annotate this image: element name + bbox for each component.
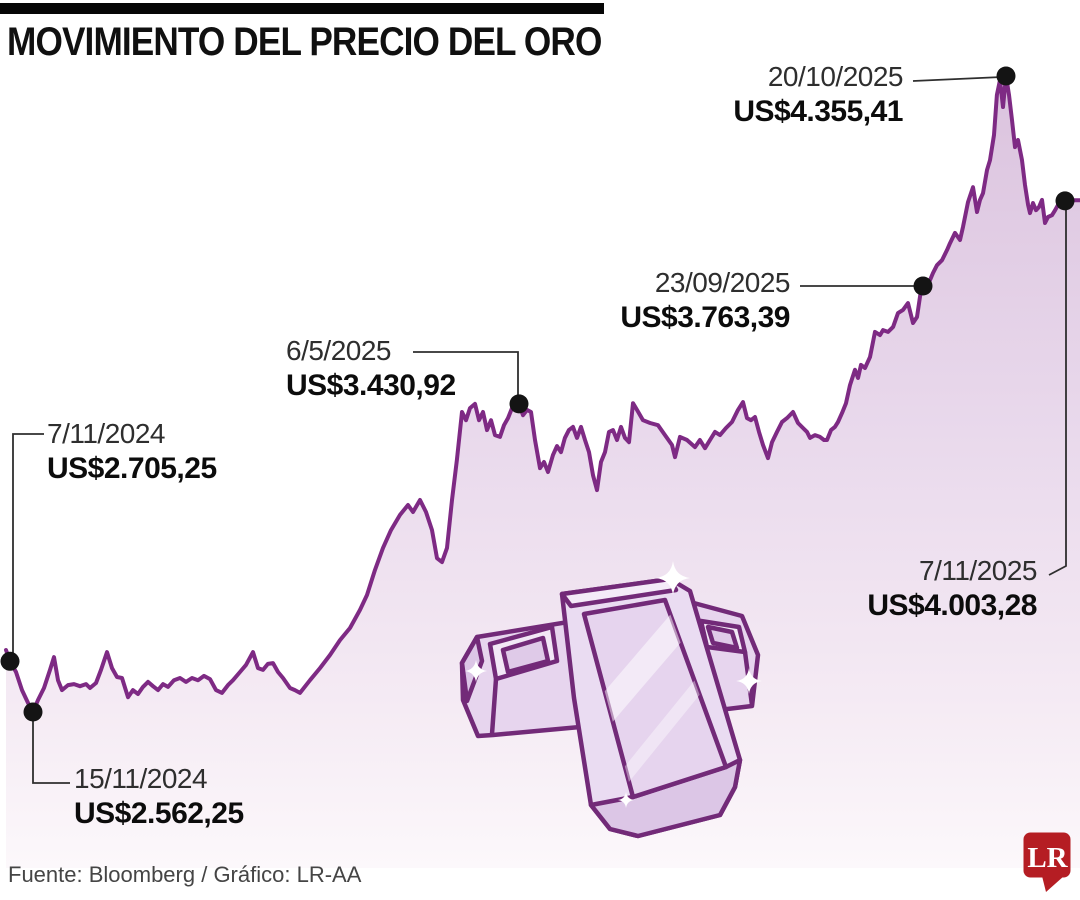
data-point-marker	[996, 66, 1016, 86]
lr-logo: LR	[1023, 832, 1071, 892]
sparkle-icons	[465, 561, 762, 808]
annotation-price: US$3.763,39	[620, 301, 790, 334]
annotation-20-10-2025: 20/10/2025 US$4.355,41	[650, 60, 903, 130]
sparkle-icon	[736, 668, 762, 694]
annotation-price: US$4.003,28	[867, 589, 1037, 622]
source-credit: Fuente: Bloomberg / Gráfico: LR-AA	[8, 862, 362, 887]
annotation-date: 6/5/2025	[286, 335, 391, 366]
data-point-marker	[0, 651, 20, 671]
annotation-date: 7/11/2024	[47, 418, 165, 449]
annotation-date: 7/11/2025	[919, 555, 1038, 586]
gold-bar-vertical-top	[559, 576, 679, 609]
data-point-marker	[509, 394, 529, 414]
annotation-23-09-2025: 23/09/2025 US$3.763,39	[560, 266, 790, 336]
annotation-date: 20/10/2025	[767, 61, 904, 92]
gold-bar-horizontal-window-right	[705, 624, 740, 651]
annotation-7-11-2024: 7/11/2024 US$2.705,25	[47, 417, 217, 487]
connector-20-10-2025	[912, 76, 1003, 82]
sparkle-icon	[618, 792, 634, 808]
title-accent-bar	[0, 3, 604, 14]
price-line	[4, 74, 1080, 714]
gold-bar-horizontal-window-left	[500, 635, 551, 675]
data-point-marker	[1055, 191, 1075, 211]
connector-lines	[12, 76, 1067, 784]
gold-bar-vertical-window	[581, 597, 729, 800]
data-point-markers	[0, 66, 1075, 722]
annotation-price: US$2.562,25	[74, 797, 244, 830]
gold-bars-illustration	[459, 561, 762, 839]
area-fill	[6, 76, 1080, 868]
data-point-marker	[23, 702, 43, 722]
connector-6-5-2025	[413, 351, 519, 400]
annotation-date: 15/11/2024	[74, 763, 208, 794]
sparkle-icon	[465, 660, 487, 682]
annotation-7-11-2025: 7/11/2025 US$4.003,28	[790, 554, 1037, 624]
data-point-marker	[913, 276, 933, 296]
annotation-price: US$4.355,41	[733, 95, 903, 128]
page-title: MOVIMIENTO DEL PRECIO DEL ORO	[7, 20, 602, 64]
annotation-6-5-2025: 6/5/2025 US$3.430,92	[286, 334, 456, 404]
connector-15-11-2024	[32, 716, 70, 784]
connector-7-11-2025	[1048, 206, 1067, 576]
connector-7-11-2024	[12, 433, 44, 657]
annotation-price: US$2.705,25	[47, 452, 217, 485]
lr-logo-text: LR	[1027, 842, 1068, 874]
sparkle-icon	[656, 561, 690, 595]
annotation-15-11-2024: 15/11/2024 US$2.562,25	[74, 762, 244, 832]
lr-logo-tail	[1042, 876, 1064, 892]
annotation-date: 23/09/2025	[654, 267, 791, 298]
lr-logo-bubble	[1023, 832, 1071, 878]
annotation-price: US$3.430,92	[286, 369, 456, 402]
